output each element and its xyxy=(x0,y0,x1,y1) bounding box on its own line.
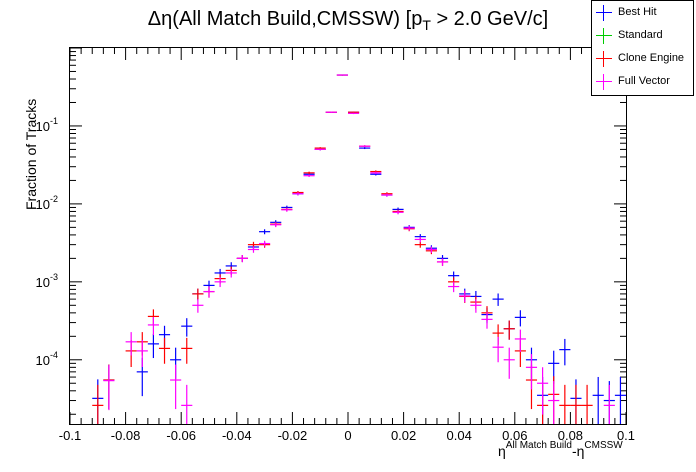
y-tick-label-exp: -4 xyxy=(50,350,58,360)
x-tick-labels: -0.1 -0.08 -0.06 -0.04 -0.02 0 0.02 0.04 0.06 0.0… xyxy=(59,428,635,443)
y-tick-label-base: 10 xyxy=(36,197,50,212)
series-0 xyxy=(92,74,626,424)
title-rest: > 2.0 GeV/c] xyxy=(431,8,548,30)
y-tick-label: 10-1 xyxy=(36,116,58,134)
title-subscript: T xyxy=(422,17,431,33)
y-tick-label: 10-2 xyxy=(36,194,58,212)
x-tick-label: 0.1 xyxy=(617,428,635,443)
y-tick-label: 10-4 xyxy=(36,350,58,368)
x-tick-label: -0.06 xyxy=(166,428,196,443)
legend-item-best-hit[interactable]: Best Hit xyxy=(592,3,693,23)
y-tick-label: 10-3 xyxy=(36,272,58,290)
x-tick-label: -0.04 xyxy=(222,428,252,443)
y-tick-label-base: 10 xyxy=(36,353,50,368)
title-main: Δη(All Match Build,CMSSW) [p xyxy=(148,8,423,30)
x-axis-title: ηAll Match Build-ηCMSSW xyxy=(498,440,623,459)
x-axis-sup1: All Match Build xyxy=(506,440,572,451)
series-3 xyxy=(103,74,615,424)
legend-label: Full Vector xyxy=(618,75,670,87)
y-axis-title: Fraction of Tracks xyxy=(23,99,39,210)
x-tick-label: -0.1 xyxy=(59,428,81,443)
x-tick-label: 0 xyxy=(344,428,351,443)
legend-marker-clone-engine xyxy=(596,51,612,67)
series-2 xyxy=(92,74,593,424)
legend-marker-full-vector xyxy=(596,74,612,90)
data-points xyxy=(92,74,626,424)
legend-item-full-vector[interactable]: Full Vector xyxy=(592,72,693,92)
x-axis-sup2: CMSSW xyxy=(584,440,623,451)
x-tick-label: -0.02 xyxy=(278,428,308,443)
y-tick-labels: 10-410-310-210-1 xyxy=(36,116,58,368)
y-tick-label-exp: -3 xyxy=(50,272,58,282)
legend-label: Clone Engine xyxy=(618,52,685,64)
legend-label: Best Hit xyxy=(618,6,657,18)
plot-frame xyxy=(69,47,627,425)
legend-label: Standard xyxy=(618,29,663,41)
x-axis-base1: η xyxy=(498,443,506,459)
y-tick-label-base: 10 xyxy=(36,275,50,290)
legend-marker-standard xyxy=(596,28,612,44)
x-tick-label: 0.02 xyxy=(391,428,416,443)
legend-marker-best-hit xyxy=(596,5,612,21)
x-tick-label: 0.08 xyxy=(558,428,583,443)
y-tick-label-exp: -2 xyxy=(50,194,58,204)
x-tick-label: 0.06 xyxy=(502,428,527,443)
x-tick-label: -0.08 xyxy=(111,428,141,443)
y-tick-label-exp: -1 xyxy=(50,116,58,126)
legend-item-clone-engine[interactable]: Clone Engine xyxy=(592,49,693,69)
x-tick-label: 0.04 xyxy=(447,428,472,443)
chart-title: Δη(All Match Build,CMSSW) [pT > 2.0 GeV/… xyxy=(148,8,548,33)
y-tick-label-base: 10 xyxy=(36,119,50,134)
legend-item-standard[interactable]: Standard xyxy=(592,26,693,46)
x-axis-mid: -η xyxy=(572,443,584,459)
legend: Best Hit Standard Clone Engine Full Vect… xyxy=(591,0,694,96)
